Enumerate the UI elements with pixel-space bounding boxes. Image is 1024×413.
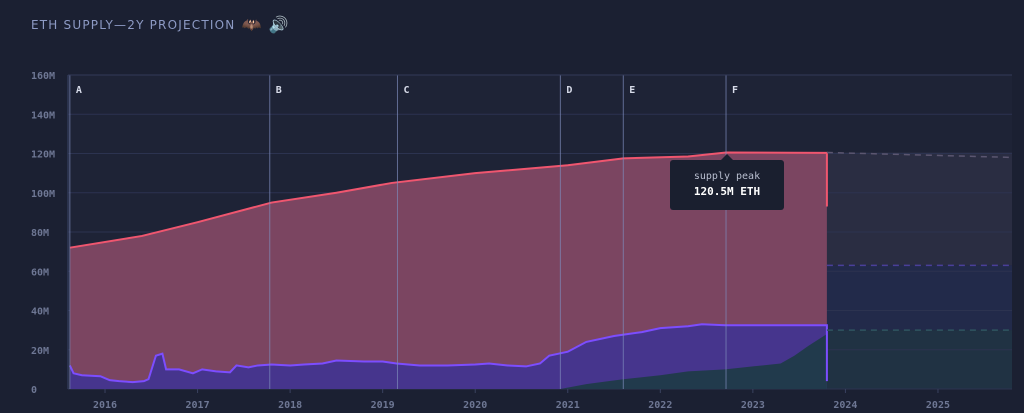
event-marker-label: C (403, 85, 409, 96)
x-tick-label: 2024 (833, 400, 857, 411)
projection-supply-line (826, 151, 1013, 159)
chart-title: ETH SUPPLY—2Y PROJECTION 🦇 🔊 (31, 15, 290, 34)
x-tick-label: 2018 (278, 400, 302, 411)
x-tick-label: 2019 (371, 400, 395, 411)
projection-band-supply (826, 152, 1012, 266)
x-tick-label: 2020 (463, 400, 487, 411)
y-tick-label: 20M (31, 346, 49, 357)
burned-area (560, 334, 827, 389)
projection-band-staked (826, 265, 1012, 331)
x-tick-label: 2016 (93, 400, 117, 411)
y-tick-label: 40M (31, 307, 49, 318)
event-marker-label: E (629, 85, 635, 96)
supply-area (69, 152, 827, 389)
y-tick-label: 100M (31, 189, 55, 200)
y-tick-label: 140M (31, 110, 55, 121)
supply-line (69, 151, 828, 249)
tooltip-value: 120.5M ETH (693, 185, 761, 198)
y-tick-label: 80M (31, 228, 49, 239)
staked-line (68, 323, 828, 384)
chart-title-text: ETH SUPPLY—2Y PROJECTION (31, 17, 236, 32)
y-tick-label: 160M (31, 71, 55, 82)
x-tick-label: 2023 (741, 400, 765, 411)
x-tick-label: 2021 (556, 400, 580, 411)
staked-area (69, 324, 827, 389)
x-tick-label: 2022 (648, 400, 672, 411)
y-tick-label: 60M (31, 267, 49, 278)
event-marker-label: F (732, 85, 738, 96)
y-tick-label: 120M (31, 150, 55, 161)
projection-band-burned (826, 330, 1012, 389)
event-marker-label: B (276, 85, 282, 96)
y-tick-label: 0 (31, 385, 37, 396)
tooltip: supply peak 120.5M ETH (670, 154, 784, 210)
event-marker-label: A (76, 85, 82, 96)
event-marker-label: D (566, 85, 572, 96)
x-tick-label: 2017 (186, 400, 210, 411)
bat-icon[interactable]: 🦇 (241, 15, 263, 34)
tooltip-label: supply peak (693, 171, 761, 182)
speaker-icon[interactable]: 🔊 (268, 15, 290, 34)
x-tick-label: 2025 (926, 400, 950, 411)
